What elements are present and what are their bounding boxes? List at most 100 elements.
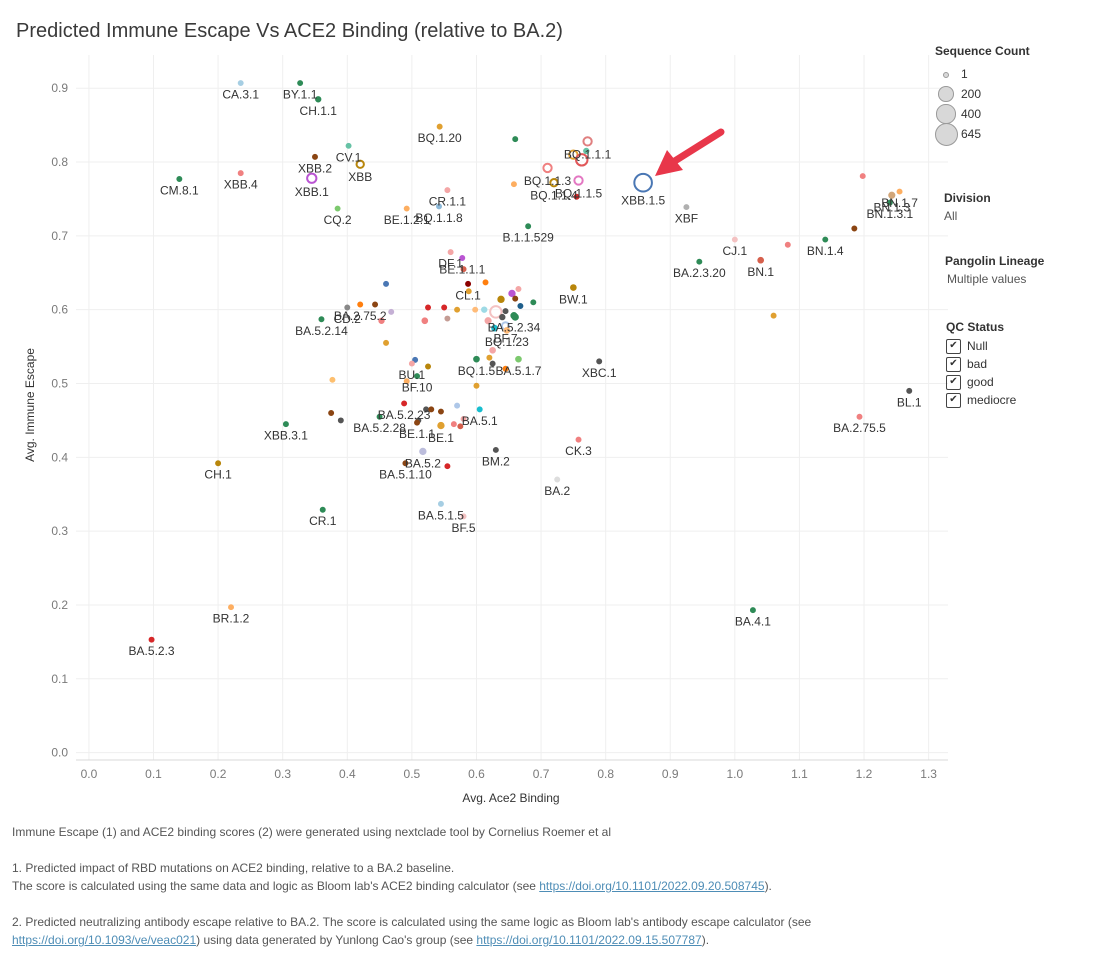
data-point[interactable] [465,288,472,295]
data-point[interactable] [403,378,410,385]
lineage-filter[interactable]: Pangolin Lineage Multiple values [945,254,1044,286]
data-point-be-1-2-1[interactable] [403,205,410,212]
data-point[interactable] [425,363,432,370]
data-point[interactable] [412,356,419,363]
data-point-bn-1-3[interactable] [888,191,896,199]
data-point-bq-1-20[interactable] [436,123,443,130]
qc-item-good[interactable]: ✔ good [946,373,1016,391]
data-point[interactable] [450,421,457,428]
qc-item-mediocre[interactable]: ✔ mediocre [946,391,1016,409]
data-point[interactable] [512,295,519,302]
data-point[interactable] [472,306,479,313]
data-point-xbb-2[interactable] [312,153,318,160]
data-point-bn-1[interactable] [757,256,765,264]
data-point-bu-1[interactable] [408,360,415,367]
data-point-ch-1[interactable] [215,460,222,467]
data-point[interactable] [428,406,435,413]
data-point-be-1-1-1[interactable] [459,255,466,261]
data-point[interactable] [575,153,589,167]
data-point[interactable] [473,382,480,389]
data-point-ba-5-1-10[interactable] [402,460,409,467]
data-point-bq-1-1-4[interactable] [549,178,559,188]
data-point[interactable] [337,417,344,424]
data-point[interactable] [583,147,590,155]
data-point-ca-3-1[interactable] [237,80,244,87]
data-point-ba-5-2-3[interactable] [148,636,155,643]
data-point-cr-1[interactable] [319,506,326,513]
data-point-xbf[interactable] [683,204,690,211]
data-point[interactable] [454,402,461,409]
qc-item-null[interactable]: ✔ Null [946,337,1016,355]
checkbox[interactable]: ✔ [946,392,961,408]
data-point[interactable] [372,301,379,308]
data-point-bq-1-5[interactable] [473,355,480,363]
data-point-ba-5-1-5[interactable] [437,500,444,507]
data-point[interactable] [460,266,467,273]
data-point[interactable] [573,193,580,200]
data-point[interactable] [517,303,524,309]
division-filter-value[interactable]: All [944,209,958,223]
data-point[interactable] [454,306,461,313]
data-point[interactable] [457,423,464,430]
division-filter[interactable]: Division All [944,191,991,223]
data-point[interactable] [859,173,866,180]
checkbox[interactable]: ✔ [946,356,961,372]
data-point[interactable] [328,410,335,417]
data-point-cv-1[interactable] [345,142,352,149]
data-point-ba-4-1[interactable] [749,607,756,614]
data-point-ba-2[interactable] [554,476,561,483]
data-point-bf-5[interactable] [460,513,467,520]
checkbox[interactable]: ✔ [946,338,961,354]
data-point[interactable] [383,280,390,287]
checkbox[interactable]: ✔ [946,374,961,390]
data-point-ba-5-2-14[interactable] [318,316,325,323]
data-point[interactable] [489,305,503,319]
data-point-xbb[interactable] [355,159,365,169]
data-point-xbb-1[interactable] [306,172,318,184]
data-point-cr-1-1[interactable] [444,187,451,194]
data-point-xbb-4[interactable] [237,170,244,177]
data-point[interactable] [484,317,492,325]
data-point[interactable] [437,408,444,415]
data-point[interactable] [378,317,385,324]
data-point-be-1[interactable] [437,421,445,430]
data-point-bq-1-23[interactable] [503,327,511,334]
data-point[interactable] [481,306,488,313]
data-point[interactable] [508,289,516,298]
data-point[interactable] [784,241,791,248]
data-point-cd-2[interactable] [344,304,351,311]
data-point-bf-10[interactable] [414,373,421,380]
data-point[interactable] [770,312,777,319]
data-point[interactable] [444,315,451,322]
data-point[interactable] [851,225,858,232]
data-point[interactable] [515,286,522,292]
data-point-cq-2[interactable] [334,205,341,212]
data-point[interactable] [502,308,509,315]
data-point-bq-1-1-5[interactable] [573,175,584,186]
note1-link[interactable]: https://doi.org/10.1101/2022.09.20.50874… [539,879,765,893]
data-point-b-1-1-529[interactable] [525,223,532,230]
data-point[interactable] [421,317,429,325]
data-point-br-1-2[interactable] [228,604,235,611]
data-point-bq-1-1-1[interactable] [582,136,593,147]
data-point[interactable] [383,339,390,346]
data-point-ba-5-1-7[interactable] [515,355,522,363]
data-point[interactable] [329,376,336,383]
data-point-ba-2-3-20[interactable] [696,258,703,265]
data-point-ba-2-75-2[interactable] [357,301,364,308]
data-point-bn-1-3-1[interactable] [886,199,893,206]
data-point[interactable] [491,324,498,332]
data-point[interactable] [486,354,493,361]
data-point-be-1-1[interactable] [414,419,421,426]
data-point-by-1-1[interactable] [297,80,304,87]
data-point-ck-3[interactable] [575,436,582,443]
data-point-cj-1[interactable] [731,236,738,243]
data-point-cm-8-1[interactable] [176,176,183,183]
data-point-bw-1[interactable] [570,284,577,291]
data-point[interactable] [489,346,496,354]
data-point-bq-1-1-3[interactable] [542,162,553,174]
data-point-df-1[interactable] [447,249,454,256]
data-point[interactable] [425,304,432,311]
data-point[interactable] [510,181,517,188]
data-point[interactable] [512,136,519,143]
